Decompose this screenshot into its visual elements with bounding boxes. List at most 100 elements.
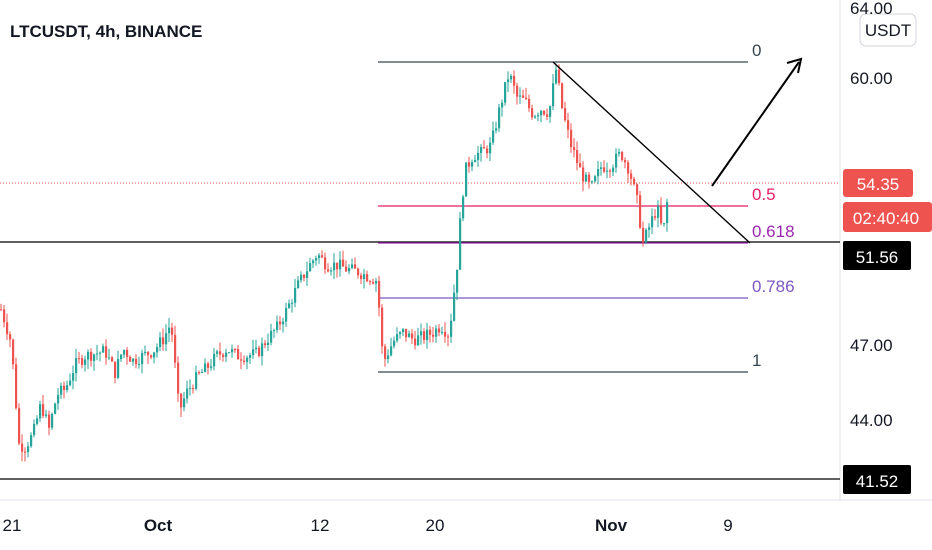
arrow-head bbox=[786, 57, 803, 74]
candle-body bbox=[465, 162, 468, 197]
candle-body bbox=[564, 108, 567, 121]
candle-body bbox=[18, 408, 21, 444]
candle-body bbox=[240, 359, 243, 361]
candle-body bbox=[606, 170, 609, 172]
candle-body bbox=[618, 151, 621, 154]
candle-body bbox=[387, 355, 390, 360]
candle-body bbox=[156, 347, 159, 353]
candle-body bbox=[372, 281, 375, 284]
candle-body bbox=[24, 451, 27, 453]
candle-body bbox=[96, 353, 99, 355]
candle-body bbox=[93, 354, 96, 361]
candle-body bbox=[450, 320, 453, 337]
candle-body bbox=[306, 271, 309, 278]
candle-body bbox=[297, 280, 300, 288]
candle-body bbox=[582, 167, 585, 182]
candle-body bbox=[411, 333, 414, 339]
candle-body bbox=[399, 332, 402, 335]
candle-body bbox=[510, 75, 513, 80]
candle-body bbox=[528, 99, 531, 109]
candle-body bbox=[540, 110, 543, 116]
candle-body bbox=[36, 418, 39, 424]
candle-body bbox=[108, 357, 111, 359]
candle-body bbox=[342, 259, 345, 267]
currency-badge-label: USDT bbox=[865, 21, 911, 40]
candle-body bbox=[201, 372, 204, 374]
candle-body bbox=[180, 393, 183, 408]
candle-body bbox=[6, 322, 9, 335]
candle-body bbox=[561, 83, 564, 109]
currency-badge[interactable] bbox=[859, 13, 917, 47]
candle-body bbox=[384, 346, 387, 360]
descending-trendline[interactable] bbox=[552, 61, 751, 244]
candle-body bbox=[276, 321, 279, 330]
candle-body bbox=[339, 259, 342, 270]
candle-body bbox=[651, 216, 654, 228]
candle-body bbox=[3, 309, 6, 323]
candle-body bbox=[99, 352, 102, 354]
candle-body bbox=[39, 404, 42, 419]
candle-body bbox=[288, 303, 291, 308]
candle-body bbox=[126, 349, 129, 357]
candle-body bbox=[498, 107, 501, 129]
candle-body bbox=[72, 373, 75, 381]
candle-body bbox=[330, 270, 333, 272]
candle-body bbox=[435, 328, 438, 337]
candle-body bbox=[237, 348, 240, 360]
candle-body bbox=[423, 331, 426, 341]
candle-body bbox=[159, 337, 162, 348]
candle-body bbox=[234, 348, 237, 350]
candle-body bbox=[471, 162, 474, 167]
candle-body bbox=[192, 388, 195, 390]
candlestick-series[interactable] bbox=[0, 63, 669, 462]
candle-body bbox=[186, 388, 189, 399]
candle-body bbox=[519, 95, 522, 97]
candle-body bbox=[531, 108, 534, 118]
candle-body bbox=[573, 147, 576, 151]
candle-body bbox=[282, 321, 285, 325]
candle-body bbox=[246, 357, 249, 362]
candle-body bbox=[534, 116, 537, 118]
candle-body bbox=[480, 147, 483, 153]
candle-body bbox=[507, 79, 510, 83]
candle-body bbox=[189, 388, 192, 390]
candle-body bbox=[27, 446, 30, 452]
candle-body bbox=[168, 327, 171, 334]
breakout-arrow[interactable] bbox=[711, 57, 803, 187]
candle-body bbox=[195, 372, 198, 389]
fib-retracement[interactable]: 0 0.5 0.618 0.786 1 bbox=[378, 41, 795, 373]
candle-body bbox=[318, 255, 321, 259]
level-label-41-52: 41.52 bbox=[843, 465, 911, 494]
candle-body bbox=[138, 364, 141, 366]
candle-body bbox=[429, 329, 432, 335]
x-tick-oct: Oct bbox=[144, 516, 173, 535]
fib-label-0: 0 bbox=[752, 41, 761, 60]
candle-body bbox=[405, 328, 408, 338]
candle-body bbox=[402, 328, 405, 333]
candle-body bbox=[597, 168, 600, 177]
candle-body bbox=[420, 331, 423, 336]
candle-body bbox=[294, 287, 297, 303]
candle-body bbox=[102, 346, 105, 353]
candle-body bbox=[426, 329, 429, 341]
candle-body bbox=[345, 266, 348, 272]
candle-body bbox=[333, 262, 336, 271]
candle-body bbox=[114, 361, 117, 378]
candle-body bbox=[123, 349, 126, 355]
candle-body bbox=[525, 97, 528, 100]
candle-body bbox=[504, 82, 507, 103]
candle-body bbox=[81, 358, 84, 365]
candle-body bbox=[453, 292, 456, 321]
candle-body bbox=[537, 115, 540, 117]
candle-body bbox=[654, 216, 657, 218]
candle-body bbox=[357, 268, 360, 276]
candle-body bbox=[432, 334, 435, 337]
candle-body bbox=[216, 351, 219, 354]
candle-body bbox=[336, 262, 339, 270]
candle-body bbox=[228, 352, 231, 354]
candle-body bbox=[213, 353, 216, 367]
candle-body bbox=[393, 340, 396, 347]
candle-body bbox=[381, 307, 384, 347]
candle-body bbox=[117, 359, 120, 378]
